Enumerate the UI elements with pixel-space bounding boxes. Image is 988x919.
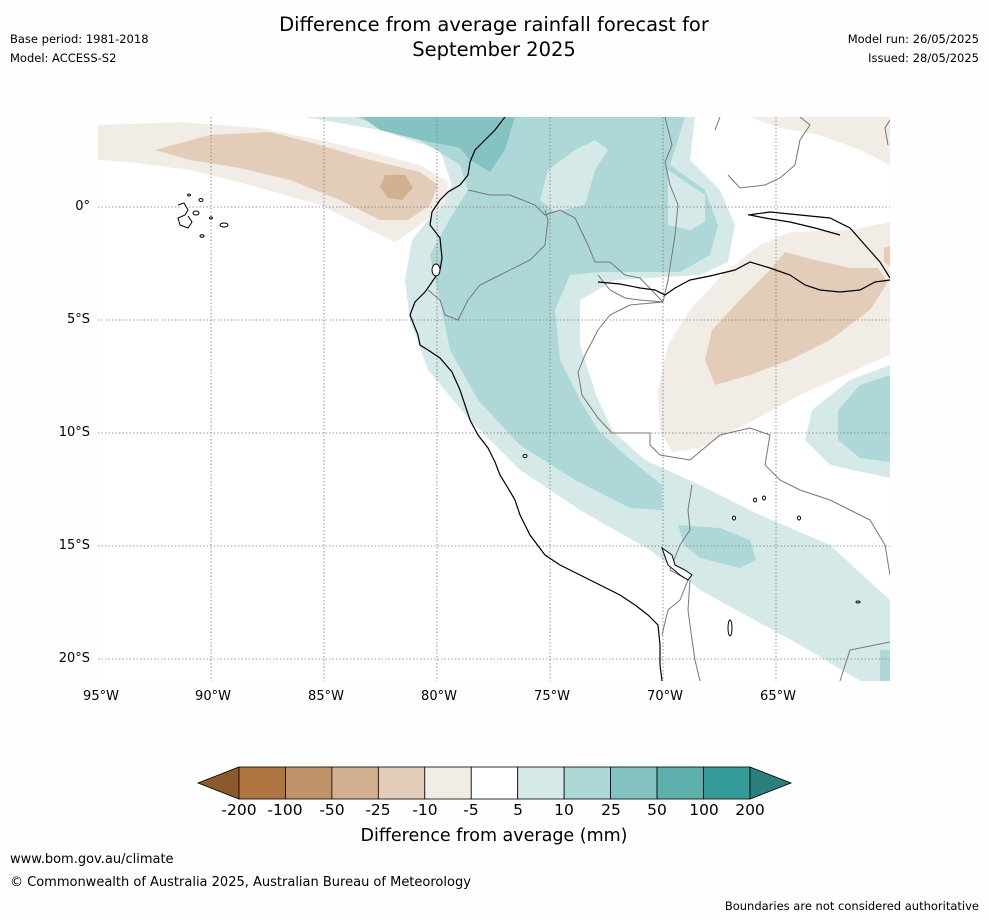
colorbar-title: Difference from average (mm) xyxy=(360,826,628,846)
contour-tan-east-edge xyxy=(884,246,890,266)
colorbar-cell xyxy=(610,766,658,800)
colorbar-label: 10 xyxy=(554,801,574,819)
lon-label-75w: 75°W xyxy=(534,689,570,704)
colorbar-label: -10 xyxy=(412,801,438,819)
meta-left: Base period: 1981-2018 Model: ACCESS-S2 xyxy=(10,30,149,68)
colorbar-label: 50 xyxy=(647,801,667,819)
colorbar-label: -5 xyxy=(463,801,479,819)
title-line-2: September 2025 xyxy=(412,38,576,61)
coastlines xyxy=(409,117,890,681)
contour-medium-teal-corner xyxy=(880,650,890,681)
lakes xyxy=(431,263,861,637)
contour-brown-nw xyxy=(380,175,413,200)
contour-medium-teal xyxy=(355,117,718,510)
lon-label-80w: 80°W xyxy=(421,689,457,704)
contour-dark-teal xyxy=(362,117,515,172)
colorbar-cells xyxy=(238,766,751,800)
colorbar-label: 100 xyxy=(689,801,719,819)
meta-right: Model run: 26/05/2025 Issued: 28/05/2025 xyxy=(848,30,979,68)
contour-tan-nw xyxy=(155,132,438,220)
lat-label-15s: 15°S xyxy=(58,538,90,553)
colorbar-label: 200 xyxy=(735,801,765,819)
colorbar-label: -25 xyxy=(365,801,391,819)
colorbar-cell xyxy=(377,766,426,800)
lon-label-65w: 65°W xyxy=(760,689,796,704)
colorbar-cell xyxy=(238,766,286,800)
graticule xyxy=(98,117,890,681)
issued-date: Issued: 28/05/2025 xyxy=(868,51,979,65)
model-run: Model run: 26/05/2025 xyxy=(847,32,979,46)
contour-light-brown-ne xyxy=(750,117,890,165)
lon-label-95w: 95°W xyxy=(83,689,119,704)
map-area xyxy=(98,117,890,681)
colorbar-cell xyxy=(517,766,565,800)
colorbar-label: -200 xyxy=(221,801,257,819)
lat-label-10s: 10°S xyxy=(58,425,90,440)
colorbar-label: -100 xyxy=(267,801,303,819)
contour-tan-east xyxy=(705,252,888,385)
colorbar xyxy=(196,766,793,800)
colorbar-cell xyxy=(331,766,379,800)
colorbar-cell xyxy=(703,766,751,800)
contour-medium-teal-east xyxy=(838,375,890,462)
website-link[interactable]: www.bom.gov.au/climate xyxy=(10,852,174,867)
lat-label-0: 0° xyxy=(75,199,90,214)
colorbar-cell xyxy=(470,766,519,800)
lat-label-5s: 5°S xyxy=(66,312,90,327)
colorbar-extend-left xyxy=(196,766,240,800)
colorbar-cell xyxy=(424,766,472,800)
copyright-text: © Commonwealth of Australia 2025, Austra… xyxy=(10,875,471,890)
model-name: Model: ACCESS-S2 xyxy=(10,51,117,65)
colorbar-label: -50 xyxy=(319,801,345,819)
colorbar-cell xyxy=(656,766,704,800)
lat-label-20s: 20°S xyxy=(58,651,90,666)
lon-label-70w: 70°W xyxy=(647,689,683,704)
country-borders xyxy=(427,117,890,681)
contour-inner-light-1 xyxy=(540,140,608,212)
lon-label-90w: 90°W xyxy=(195,689,231,704)
colorbar-label: 25 xyxy=(601,801,621,819)
colorbar-label: 5 xyxy=(513,801,523,819)
colorbar-cell xyxy=(563,766,612,800)
colorbar-extend-right xyxy=(749,766,793,800)
disclaimer-text: Boundaries are not considered authoritat… xyxy=(724,899,979,913)
map-title: Difference from average rainfall forecas… xyxy=(0,12,988,62)
contour-medium-teal-south xyxy=(678,525,756,568)
colorbar-cell xyxy=(285,766,333,800)
base-period: Base period: 1981-2018 xyxy=(10,32,149,46)
galapagos-islands xyxy=(177,193,229,238)
lon-label-85w: 85°W xyxy=(308,689,344,704)
title-line-1: Difference from average rainfall forecas… xyxy=(279,13,709,36)
